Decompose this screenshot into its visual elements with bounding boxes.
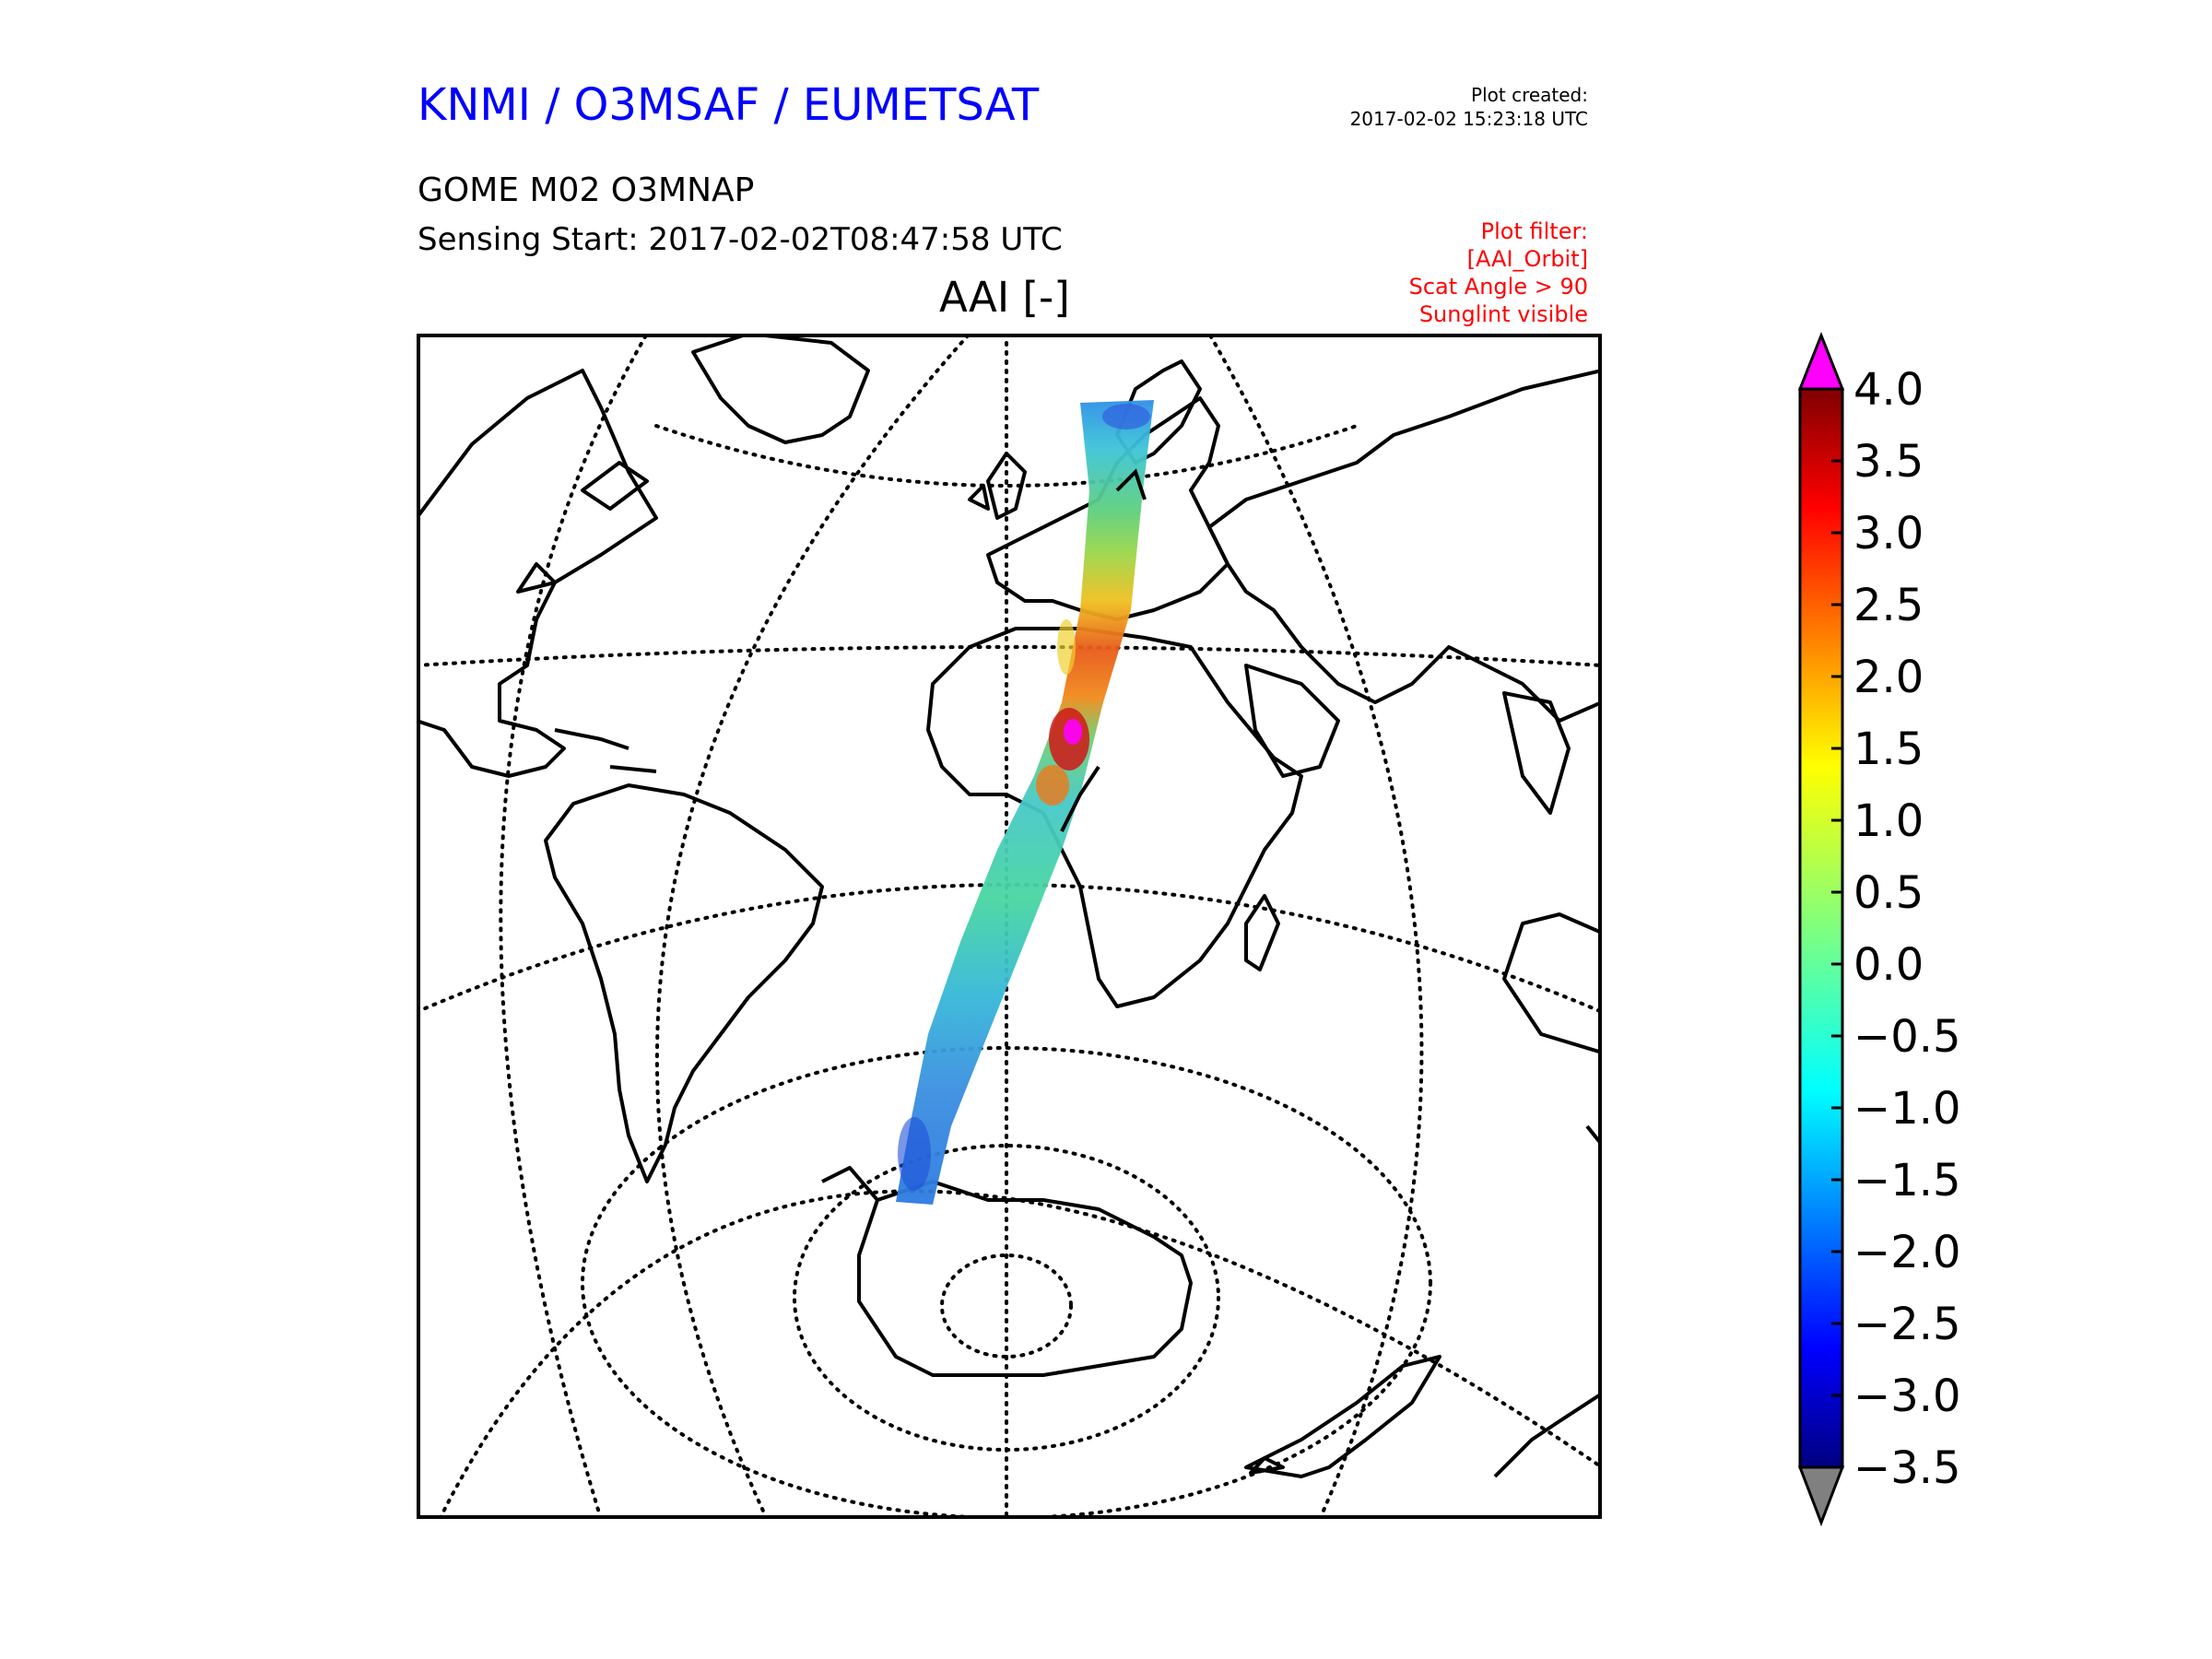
africa [926, 627, 1303, 1008]
product-name: GOME M02 O3MNAP [418, 171, 755, 209]
colorbar-tick-label: 2.5 [1853, 580, 1924, 631]
antarctica [857, 1180, 1193, 1377]
colorbar-tick-label: 4.0 [1853, 364, 1924, 416]
asia [1207, 369, 1602, 723]
south-america [544, 783, 824, 1183]
colorbar-tick-label: −1.0 [1853, 1083, 1961, 1135]
india [1502, 691, 1571, 815]
colorbar-tick-label: −1.5 [1853, 1155, 1961, 1206]
british-isles [986, 452, 1027, 520]
filter-line-3: Scat Angle > 90 [1408, 274, 1588, 300]
filter-line-2: [AAI_Orbit] [1466, 246, 1588, 272]
colorbar-gradient [1798, 387, 1844, 1469]
colorbar-tick-label: 2.0 [1853, 652, 1924, 703]
north-america [417, 369, 658, 778]
satellite-swath [896, 400, 1154, 1205]
colorbar-tick-label: 0.0 [1853, 939, 1924, 991]
colorbar-tick-label: −2.5 [1853, 1299, 1961, 1350]
plot-created-label: Plot created: [1471, 84, 1588, 106]
plot-created-time: 2017-02-02 15:23:18 UTC [1349, 108, 1588, 130]
org-title: KNMI / O3MSAF / EUMETSAT [418, 79, 1040, 131]
greenland [691, 334, 870, 444]
sensing-start: Sensing Start: 2017-02-02T08:47:58 UTC [418, 221, 1063, 258]
colorbar-tick-label: 3.0 [1853, 508, 1924, 559]
colorbar-tick-label: −3.5 [1853, 1442, 1961, 1494]
colorbar-tick-label: 3.5 [1853, 436, 1924, 488]
coastlines [417, 334, 1602, 1478]
colorbar-over-triangle [1797, 332, 1845, 391]
plot-title: AAI [-] [939, 273, 1070, 322]
colorbar-under-triangle [1797, 1465, 1845, 1527]
arabia [1244, 664, 1340, 778]
colorbar-tick-label: 1.0 [1853, 795, 1924, 847]
madagascar [1244, 894, 1280, 971]
colorbar-ticks: 4.0 3.5 3.0 2.5 2.0 1.5 1.0 0.5 0.0 −0.5 −1.0 −1.5 −… [1831, 364, 1961, 1494]
map-panel [417, 334, 1602, 1519]
filter-line-1: Plot filter: [1480, 218, 1588, 244]
australia [1502, 912, 1602, 1054]
colorbar-tick-label: −0.5 [1853, 1011, 1961, 1063]
plot-filter: Plot filter: [AAI_Orbit] Scat Angle > 90… [1409, 218, 1588, 328]
colorbar: 4.0 3.5 3.0 2.5 2.0 1.5 1.0 0.5 0.0 −0.5 −1.0 −1.5 −… [1797, 332, 1961, 1527]
map-frame [417, 334, 1602, 1519]
colorbar-tick-label: −2.0 [1853, 1227, 1961, 1278]
colorbar-tick-label: 1.5 [1853, 724, 1924, 775]
plot-created: Plot created: 2017-02-02 15:23:18 UTC [1350, 83, 1588, 131]
colorbar-tick-label: 0.5 [1853, 867, 1924, 919]
colorbar-tick-label: −3.0 [1853, 1371, 1961, 1422]
filter-line-4: Sunglint visible [1418, 301, 1588, 327]
